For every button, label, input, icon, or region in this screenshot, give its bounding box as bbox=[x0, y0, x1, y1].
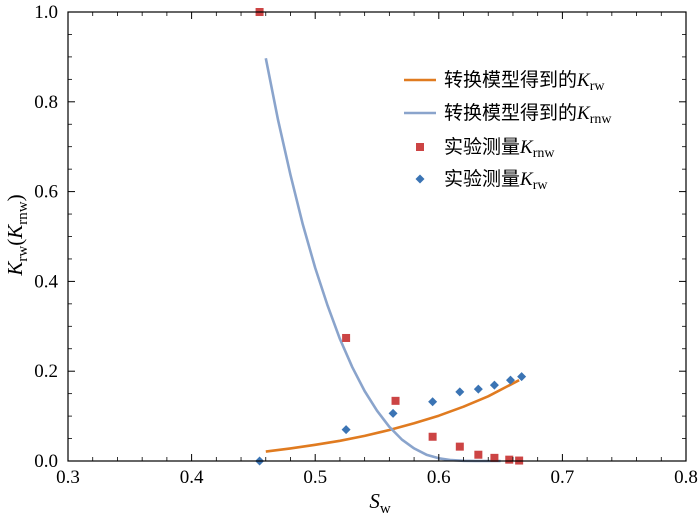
series-line-0 bbox=[265, 379, 520, 453]
measured-krw-point bbox=[505, 375, 515, 385]
x-tick-label: 0.4 bbox=[180, 467, 204, 488]
legend-label: 实验测量Krw bbox=[444, 168, 548, 193]
x-tick-label: 0.3 bbox=[56, 467, 80, 488]
legend-label-subscript: rnw bbox=[533, 146, 556, 161]
legend-label-subscript: rnw bbox=[590, 112, 613, 127]
measured-krnw-point bbox=[505, 455, 514, 464]
x-tick-label: 0.8 bbox=[674, 467, 698, 488]
legend-label-prefix: 转换模型得到的 bbox=[444, 102, 577, 124]
measured-krnw-point bbox=[474, 450, 483, 459]
y-axis-title-close-paren: ) bbox=[3, 194, 27, 201]
y-tick-label: 0.0 bbox=[34, 451, 58, 472]
y-axis-title: Krw(Krnw) bbox=[3, 194, 31, 276]
y-tick-label: 1.0 bbox=[34, 2, 58, 23]
y-tick-label: 0.2 bbox=[34, 361, 58, 382]
y-axis-title-open-paren: ( bbox=[3, 239, 27, 246]
measured-krnw-point bbox=[391, 396, 400, 405]
legend-label-symbol: K bbox=[519, 137, 534, 158]
legend-label-prefix: 实验测量 bbox=[444, 168, 520, 190]
legend-label-symbol: K bbox=[576, 70, 591, 91]
measured-krw-point bbox=[473, 384, 483, 394]
measured-krw-point bbox=[341, 425, 351, 435]
x-axis-title-sub: w bbox=[380, 501, 391, 517]
x-tick-label: 0.5 bbox=[303, 467, 327, 488]
measured-krnw-point bbox=[342, 333, 351, 342]
measured-krnw-point bbox=[455, 442, 464, 451]
legend-label-prefix: 转换模型得到的 bbox=[444, 69, 577, 91]
y-axis-title-main: K bbox=[3, 261, 27, 277]
y-tick-label: 0.4 bbox=[34, 271, 58, 292]
measured-krnw-point bbox=[490, 453, 499, 462]
legend-label: 转换模型得到的Krnw bbox=[444, 102, 612, 127]
legend-label-prefix: 实验测量 bbox=[444, 136, 520, 158]
legend-label-subscript: rw bbox=[533, 178, 549, 193]
measured-krw-point bbox=[455, 387, 465, 397]
y-axis-title-sub: rw bbox=[15, 246, 31, 262]
x-axis-title-main: S bbox=[369, 489, 380, 513]
ticks-layer: 0.3 0.4 0.5 0.6 0.7 0.8 0.0 0.2 0.4 0.6 0.8 1.0 bbox=[34, 2, 698, 488]
legend-label-symbol: K bbox=[576, 103, 591, 124]
x-tick-label: 0.7 bbox=[551, 467, 575, 488]
legend-label-subscript: rw bbox=[590, 79, 606, 94]
y-axis-title-paren-sub: rnw bbox=[15, 201, 31, 224]
legend-swatch-diamond bbox=[415, 174, 425, 184]
y-tick-label: 0.6 bbox=[34, 182, 58, 203]
measured-krw-point bbox=[388, 408, 398, 418]
x-axis-title: Sw bbox=[369, 489, 391, 517]
measured-krw-point bbox=[517, 372, 527, 382]
y-axis-title-paren-main: K bbox=[3, 224, 27, 240]
legend-swatch-square bbox=[416, 143, 424, 151]
legend-label-symbol: K bbox=[519, 169, 534, 190]
x-tick-label: 0.6 bbox=[427, 467, 451, 488]
legend-label: 转换模型得到的Krw bbox=[444, 69, 605, 94]
measured-krw-point bbox=[428, 397, 438, 407]
y-tick-label: 0.8 bbox=[34, 92, 58, 113]
legend-label: 实验测量Krnw bbox=[444, 136, 555, 161]
measured-krnw-point bbox=[428, 432, 437, 441]
measured-krw-point bbox=[489, 380, 499, 390]
